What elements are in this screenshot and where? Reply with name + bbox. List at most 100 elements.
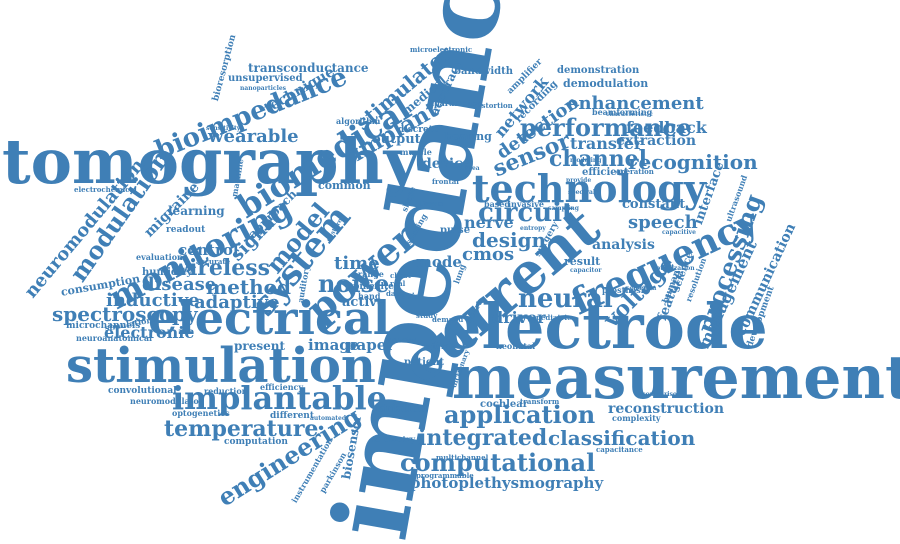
word-control: control xyxy=(178,241,239,259)
word-cochlea: cochlea xyxy=(454,165,480,172)
word-optimization: optimization xyxy=(652,265,695,272)
word-insertion: insertion xyxy=(386,337,417,344)
word-driver: driver xyxy=(492,308,546,327)
word-temperature: temperature xyxy=(164,416,319,442)
word-design: design xyxy=(472,228,547,252)
word-invasive: invasive xyxy=(508,199,544,209)
word-classification: classification xyxy=(548,426,696,450)
word-pulse: pulse xyxy=(440,225,471,236)
word-operation: operation xyxy=(616,167,654,176)
word-demonstration: demonstration xyxy=(557,65,640,76)
word-optogenetics: optogenetics xyxy=(172,408,230,418)
word-spike: spike xyxy=(348,282,375,292)
word-feedback: feedback xyxy=(626,118,707,137)
word-frontal: frontal xyxy=(432,177,459,186)
word-parameter: parameter xyxy=(434,98,481,108)
word-prosthesis: prosthesis xyxy=(602,285,649,295)
word-wearable: wearable xyxy=(208,126,299,147)
word-filter: filter xyxy=(374,282,399,292)
word-variation: variation xyxy=(372,402,428,415)
word-bandwidth: bandwidth xyxy=(454,66,514,77)
word-circuit: circuit xyxy=(478,198,575,228)
word-comparison: comparison xyxy=(642,391,682,398)
word-present: present xyxy=(234,339,286,353)
word-unsupervised: unsupervised xyxy=(228,73,303,84)
word-noise: noise xyxy=(318,269,390,298)
word-cochlear: cochlear xyxy=(480,399,529,410)
word-chest: chest xyxy=(390,271,411,280)
word-photoplethysmography: photoplethysmography xyxy=(410,474,604,492)
word-time: time xyxy=(334,253,380,274)
word-programmable: programmable xyxy=(416,471,474,480)
word-computation: computation xyxy=(224,437,288,447)
word-inductive: inductive xyxy=(106,290,200,311)
word-bioresorption: bioresorption xyxy=(211,33,239,103)
word-automated: automated xyxy=(310,415,347,422)
word-algorithm: algorithm xyxy=(336,116,381,126)
word-demodulation: demodulation xyxy=(563,77,649,90)
word-hearing: hearing xyxy=(444,130,492,143)
word-method: method xyxy=(206,275,291,299)
word-common: common xyxy=(318,179,371,192)
word-spectroscopy: spectroscopy xyxy=(52,302,198,326)
word-modeling: modeling xyxy=(570,157,602,164)
word-integrated: integrated xyxy=(418,425,548,451)
word-distortion: distortion xyxy=(474,101,513,110)
word-range: range xyxy=(358,269,384,279)
word-based: based xyxy=(484,199,510,209)
word-characteristic: characteristic xyxy=(606,111,653,118)
word-cmos: cmos xyxy=(462,244,515,265)
word-electrode: electrode xyxy=(442,290,768,363)
word-humidity: humidity xyxy=(142,267,193,278)
word-learning: learning xyxy=(168,204,225,218)
word-data: data xyxy=(386,289,404,298)
word-complexity: complexity xyxy=(612,413,661,423)
word-lateral: lateral xyxy=(424,341,454,351)
word-telemetry: telemetry xyxy=(372,434,416,444)
word-speech: speech xyxy=(628,212,698,233)
word-accurate: accurate xyxy=(196,257,231,266)
word-selection: selection xyxy=(626,285,657,292)
word-hand: hand xyxy=(358,291,381,301)
word-recognition: recognition xyxy=(628,150,758,174)
word-stimulation: stimulation xyxy=(66,338,376,394)
word-computational: computational xyxy=(400,448,596,477)
word-sampling: sampling xyxy=(548,205,579,212)
word-neuromodulator: neuromodulator xyxy=(130,396,203,406)
word-wireless: wireless xyxy=(170,255,271,281)
word-neuroanatomical: neuroanatomical xyxy=(76,333,153,343)
word-performance: performance xyxy=(520,113,692,142)
word-extraction: extraction xyxy=(616,133,696,149)
word-efficient: efficient xyxy=(582,167,629,178)
word-mode: mode xyxy=(416,253,462,271)
word-electrochemical: electrochemical xyxy=(74,185,137,194)
word-device: device xyxy=(422,156,472,172)
word-paper: paper xyxy=(346,336,395,354)
word-constant: constant xyxy=(622,197,686,212)
word-nerve: nerve xyxy=(464,213,514,232)
word-transfer: transfer xyxy=(570,134,643,153)
word-demand: demand xyxy=(432,315,464,324)
word-provide: provide xyxy=(566,177,592,184)
word-neural: neural xyxy=(518,284,613,314)
word-adaptive: adaptive xyxy=(194,292,280,313)
word-reconstruction: reconstruction xyxy=(608,401,725,417)
word-application: application xyxy=(444,400,596,429)
word-sensitivity: sensitivity xyxy=(206,125,241,132)
word-enhancement: enhancement xyxy=(567,93,704,114)
word-beamforming: beamforming xyxy=(592,107,653,117)
word-tissue: tissue xyxy=(420,199,444,208)
word-channel: channel xyxy=(549,146,647,172)
word-analysis: analysis xyxy=(592,237,655,253)
word-active: active xyxy=(342,295,386,310)
word-neonatal: neonatal xyxy=(496,341,536,351)
word-tomography: tomography xyxy=(2,125,420,198)
word-discrete: discrete xyxy=(398,125,439,135)
word-capacitor: capacitor xyxy=(570,267,602,274)
word-electronic: electronic xyxy=(104,323,195,342)
word-output: output xyxy=(372,132,421,147)
word-muscle: muscle xyxy=(400,147,432,157)
word-capacitance: capacitance xyxy=(596,445,643,454)
word-nanoparticles: nanoparticles xyxy=(240,85,287,92)
word-measurement: measurement xyxy=(452,343,900,413)
